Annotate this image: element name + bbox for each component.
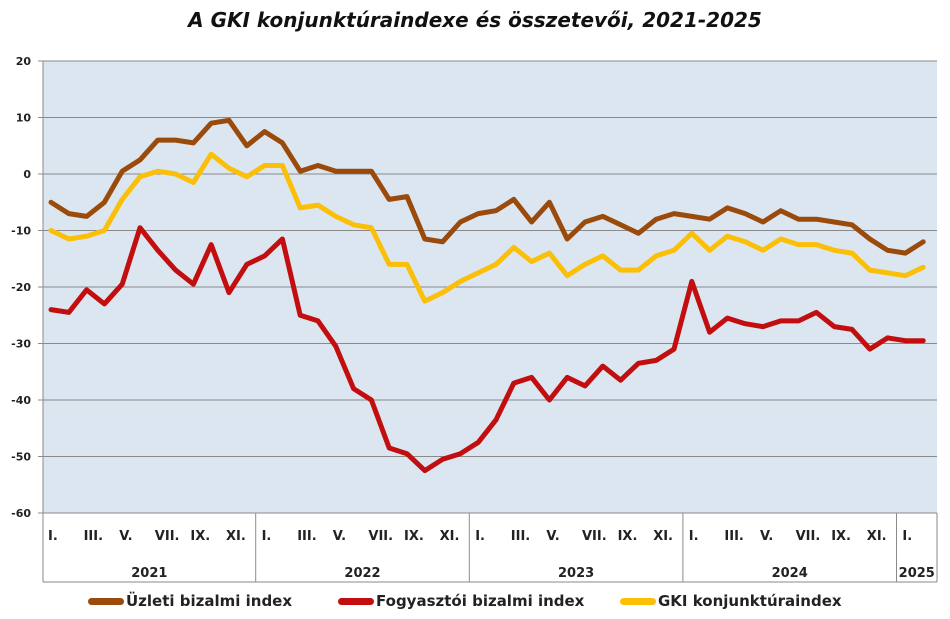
- month-label: I.: [475, 529, 485, 544]
- month-label: VII.: [155, 529, 180, 544]
- month-label: I.: [689, 529, 699, 544]
- month-label: V.: [546, 529, 559, 544]
- month-label: XI.: [440, 529, 460, 544]
- month-label: IX.: [618, 529, 638, 544]
- series-line-gki: [48, 151, 926, 304]
- legend-label-fogyasztoi: Fogyasztói bizalmi index: [376, 592, 585, 610]
- month-label: III.: [297, 529, 316, 544]
- year-label: 2023: [558, 566, 594, 581]
- y-tick-label: 20: [16, 55, 32, 68]
- month-label: V.: [760, 529, 773, 544]
- year-label: 2022: [344, 566, 380, 581]
- legend-item-gki: GKI konjunktúraindex: [620, 592, 842, 610]
- y-tick-label: -20: [11, 281, 31, 294]
- y-tick-label: -60: [11, 507, 31, 520]
- y-tick-label: -50: [11, 451, 31, 464]
- month-label: I.: [262, 529, 272, 544]
- legend-label-uzleti: Üzleti bizalmi index: [126, 592, 293, 610]
- year-label: 2021: [131, 566, 167, 581]
- y-tick-label: -10: [11, 225, 31, 238]
- month-label: I.: [902, 529, 912, 544]
- legend-item-uzleti: Üzleti bizalmi index: [88, 592, 292, 610]
- y-tick-label: 0: [23, 168, 31, 181]
- y-tick-label: -40: [11, 394, 31, 407]
- month-label: XI.: [653, 529, 673, 544]
- month-label: XI.: [226, 529, 246, 544]
- y-tick-label: -30: [11, 338, 31, 351]
- month-label: III.: [511, 529, 530, 544]
- month-label: VII.: [582, 529, 607, 544]
- y-tick-label: 10: [16, 112, 32, 125]
- month-label: I.: [48, 529, 58, 544]
- year-label: 2024: [772, 566, 808, 581]
- month-label: IX.: [190, 529, 210, 544]
- month-label: III.: [84, 529, 103, 544]
- chart-title: A GKI konjunktúraindexe és összetevői, 2…: [188, 8, 762, 32]
- month-label: IX.: [831, 529, 851, 544]
- series-line-uzleti: [48, 117, 926, 256]
- month-label: III.: [724, 529, 743, 544]
- month-label: VII.: [368, 529, 393, 544]
- legend-swatch-fogyasztoi: [338, 597, 374, 605]
- legend-item-fogyasztoi: Fogyasztói bizalmi index: [338, 592, 584, 610]
- legend-swatch-gki: [620, 597, 656, 605]
- legend-label-gki: GKI konjunktúraindex: [658, 592, 842, 610]
- month-label: V.: [119, 529, 132, 544]
- legend: Üzleti bizalmi index Fogyasztói bizalmi …: [0, 592, 950, 616]
- legend-swatch-uzleti: [88, 597, 124, 605]
- month-label: VII.: [796, 529, 821, 544]
- month-label: XI.: [867, 529, 887, 544]
- month-label: IX.: [404, 529, 424, 544]
- month-label: V.: [333, 529, 346, 544]
- series-line-fogyasztoi: [48, 225, 926, 474]
- year-label: 2025: [899, 566, 935, 581]
